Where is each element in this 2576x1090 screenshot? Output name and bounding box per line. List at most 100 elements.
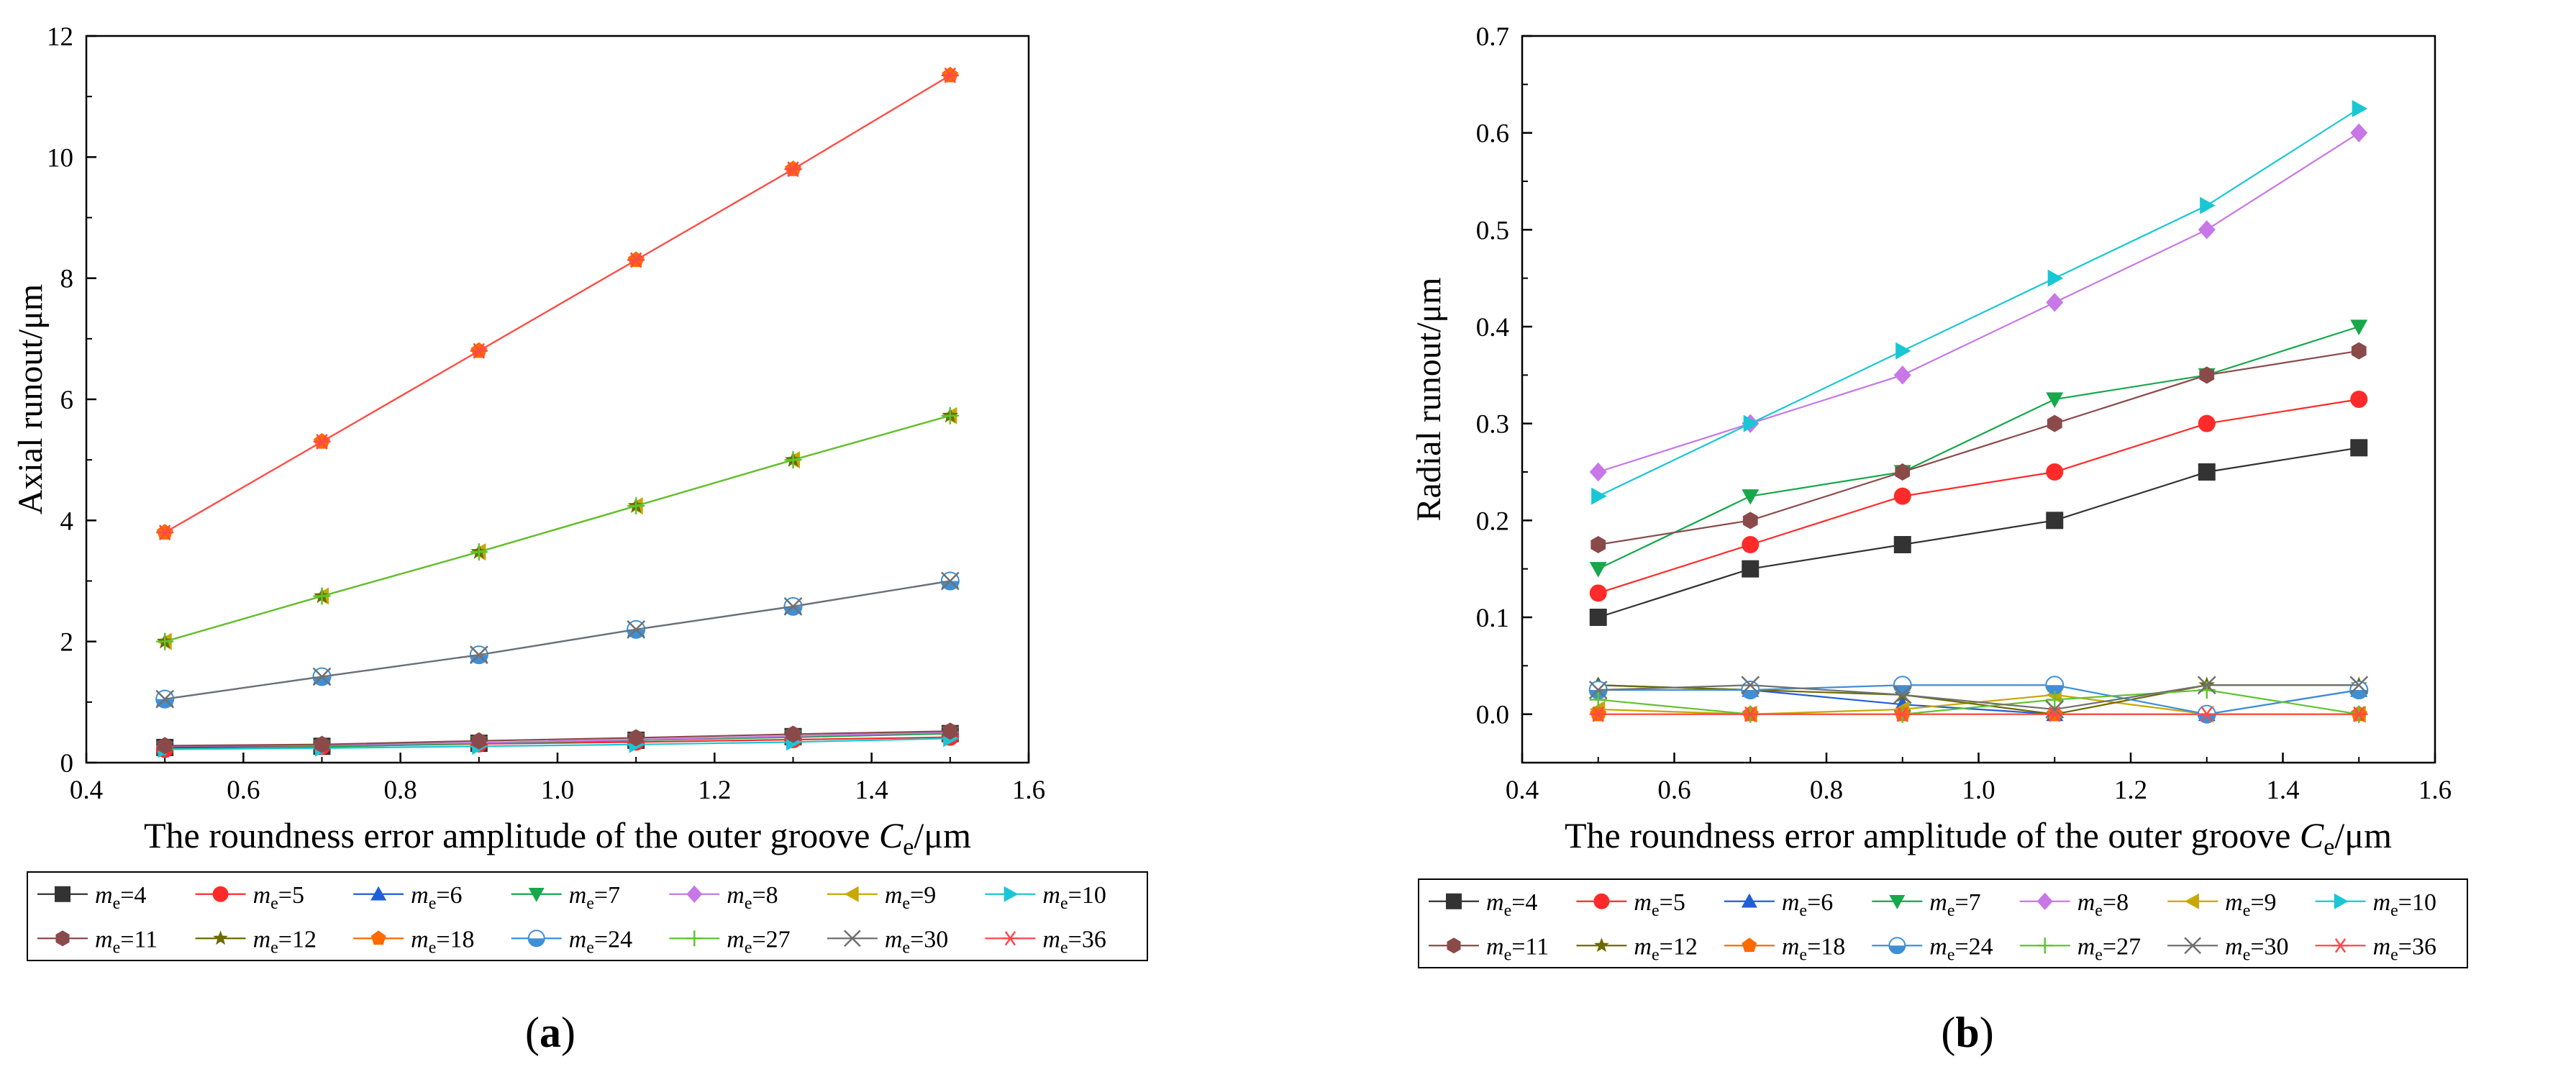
series-m24	[155, 571, 960, 709]
series-m27	[156, 407, 959, 650]
legend-label: me=10	[1042, 882, 1106, 913]
data-point	[2046, 512, 2064, 530]
data-point	[2349, 676, 2369, 695]
data-point	[1893, 365, 1911, 385]
legend-label: me=8	[727, 882, 778, 913]
legend-label: me=9	[2225, 889, 2276, 920]
legend-swatch-marker	[1888, 937, 1906, 955]
panel-label: (b)	[1941, 1009, 1993, 1056]
data-point	[941, 407, 959, 424]
x-axis-label: The roundness error amplitude of the out…	[1565, 815, 2392, 860]
x-tick-label: 1.6	[2418, 776, 2452, 805]
data-point	[627, 252, 645, 268]
data-point	[1742, 560, 1760, 578]
data-point	[2047, 269, 2064, 287]
series-line	[1598, 325, 2359, 570]
data-point	[470, 543, 488, 561]
series-m10	[1591, 100, 2368, 505]
data-point	[1742, 706, 1760, 722]
chart-panel-b: 0.4 0.6 0.8 1.0 1.2 1.4 1.6 0.0 0.1 0.2 0.3 0.4 0.5 0…	[1410, 22, 2468, 1056]
data-point	[942, 722, 958, 740]
data-point	[1589, 562, 1607, 578]
data-point	[627, 619, 646, 639]
series-line	[1598, 132, 2359, 473]
legend-swatch-marker	[528, 887, 545, 902]
x-tick-label: 1.4	[855, 776, 888, 805]
legend-entry: me=5	[195, 882, 304, 913]
legend-swatch-marker	[2185, 893, 2199, 909]
legend-entry: me=30	[2167, 933, 2289, 964]
legend-entry: me=12	[1576, 933, 1698, 964]
legend-entry: me=18	[353, 926, 475, 957]
series-m11	[157, 722, 958, 755]
legend-label: me=4	[1486, 889, 1537, 920]
data-point	[2045, 700, 2065, 719]
data-point	[2350, 319, 2368, 335]
legend-entry: me=7	[511, 882, 620, 913]
plot-frame	[85, 35, 1030, 764]
series-layer	[1588, 100, 2369, 724]
data-point	[470, 342, 488, 359]
data-point	[1742, 489, 1760, 505]
data-point	[2350, 706, 2368, 722]
legend-label: me=12	[253, 926, 317, 957]
legend-swatch-marker	[2036, 937, 2053, 954]
legend-label: me=24	[1929, 933, 1993, 964]
legend: me=4 me=5 me=6 me=7 me=8 me=9 me=10 me=11 me=12 m…	[27, 871, 1148, 961]
legend-entry: me=27	[2019, 933, 2141, 964]
y-tick-label: 0.2	[1476, 507, 1509, 536]
data-point	[1893, 685, 1912, 704]
legend-label: me=27	[2077, 933, 2141, 964]
series-line	[1598, 350, 2359, 546]
data-point	[471, 732, 487, 750]
data-point	[2198, 706, 2216, 722]
data-point	[313, 587, 331, 605]
legend-swatch-marker	[1742, 937, 1757, 953]
data-point	[2199, 366, 2215, 384]
series-line	[165, 737, 950, 750]
legend-entry: me=4	[1429, 889, 1537, 920]
legend-label: me=5	[253, 882, 304, 913]
legend-swatch-marker	[1741, 893, 1757, 908]
data-point	[2351, 342, 2367, 360]
data-point	[2350, 391, 2368, 408]
data-point	[1742, 512, 1758, 530]
x-tick-label: 1.6	[1012, 776, 1045, 805]
y-tick-label: 0.6	[1476, 119, 1509, 149]
y-tick-label: 2	[60, 628, 74, 658]
legend-swatch-marker	[2332, 938, 2349, 953]
legend-label: me=7	[569, 882, 620, 913]
legend-box	[1418, 878, 2468, 968]
legend-label: me=4	[95, 882, 146, 913]
legend-entry: me=4	[37, 882, 146, 913]
legend-label: me=30	[2225, 933, 2288, 964]
series-line	[165, 580, 951, 700]
y-axis-label: Axial runout/μm	[12, 284, 50, 514]
plot-frame	[1521, 35, 2436, 764]
legend-entry: me=24	[511, 926, 632, 957]
legend-swatch-marker	[370, 930, 386, 945]
legend-entry: me=27	[669, 926, 791, 957]
data-point	[1893, 487, 1911, 505]
legend-swatch-marker	[55, 930, 70, 947]
data-point	[1590, 536, 1606, 553]
legend: me=4 me=5 me=6 me=7 me=8 me=9 me=10 me=11 me=12 m…	[1418, 878, 2468, 968]
data-point	[1588, 681, 1608, 699]
data-point	[2047, 414, 2062, 432]
legend-swatch-marker	[1593, 893, 1610, 909]
legend-entry: me=5	[1576, 889, 1685, 920]
legend-swatch-marker	[2036, 892, 2053, 910]
data-point	[156, 524, 174, 541]
y-tick-label: 0.3	[1476, 410, 1509, 440]
legend-swatch-marker	[370, 886, 387, 901]
series-line	[1598, 108, 2359, 497]
legend-swatch-marker	[686, 930, 703, 947]
data-point	[1893, 706, 1911, 722]
data-point	[157, 737, 173, 755]
legend-entry: me=6	[1724, 889, 1833, 920]
series-m11	[1590, 342, 2367, 553]
series-layer	[155, 66, 960, 758]
legend-swatch-marker	[2334, 893, 2349, 909]
series-line	[164, 74, 951, 534]
